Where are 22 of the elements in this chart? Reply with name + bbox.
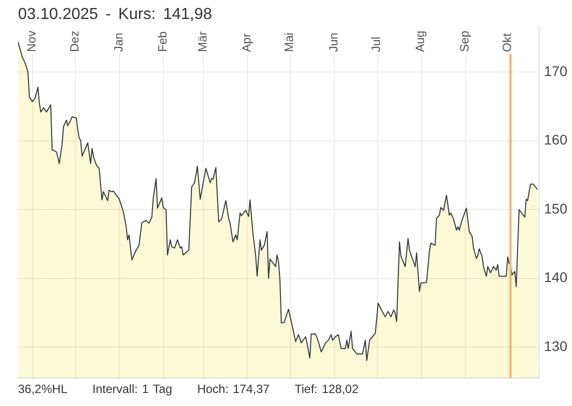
x-tick-label: Nov [24,30,39,52]
x-tick-label: Jul [369,36,384,52]
x-tick-label: Mär [195,31,210,52]
x-tick-label: Jan [111,32,126,52]
y-tick-label: 160 [544,132,568,148]
y-tick-label: 170 [544,62,568,79]
x-tick-label: Mai [282,32,296,52]
x-tick-label: Feb [156,30,170,52]
x-tick-label: Sep [457,30,472,52]
x-tick-label: Apr [239,33,254,52]
chart-title: 03.10.2025 - Kurs: 141,98 [18,6,212,24]
x-tick-label: Aug [413,30,428,52]
text: Intervall: 1 Tag [92,382,172,397]
text: Hoch: 174,37 [197,382,270,397]
y-tick-label: 150 [544,200,568,216]
text: 36,2%HL [18,382,68,397]
x-tick-label: Dez [67,30,82,52]
y-tick-label: 140 [544,269,568,286]
y-tick-label: 130 [544,338,568,354]
x-tick-label: Okt [500,32,514,52]
x-tick-label: Jun [326,32,340,52]
text: Tief: 128,02 [294,382,359,397]
